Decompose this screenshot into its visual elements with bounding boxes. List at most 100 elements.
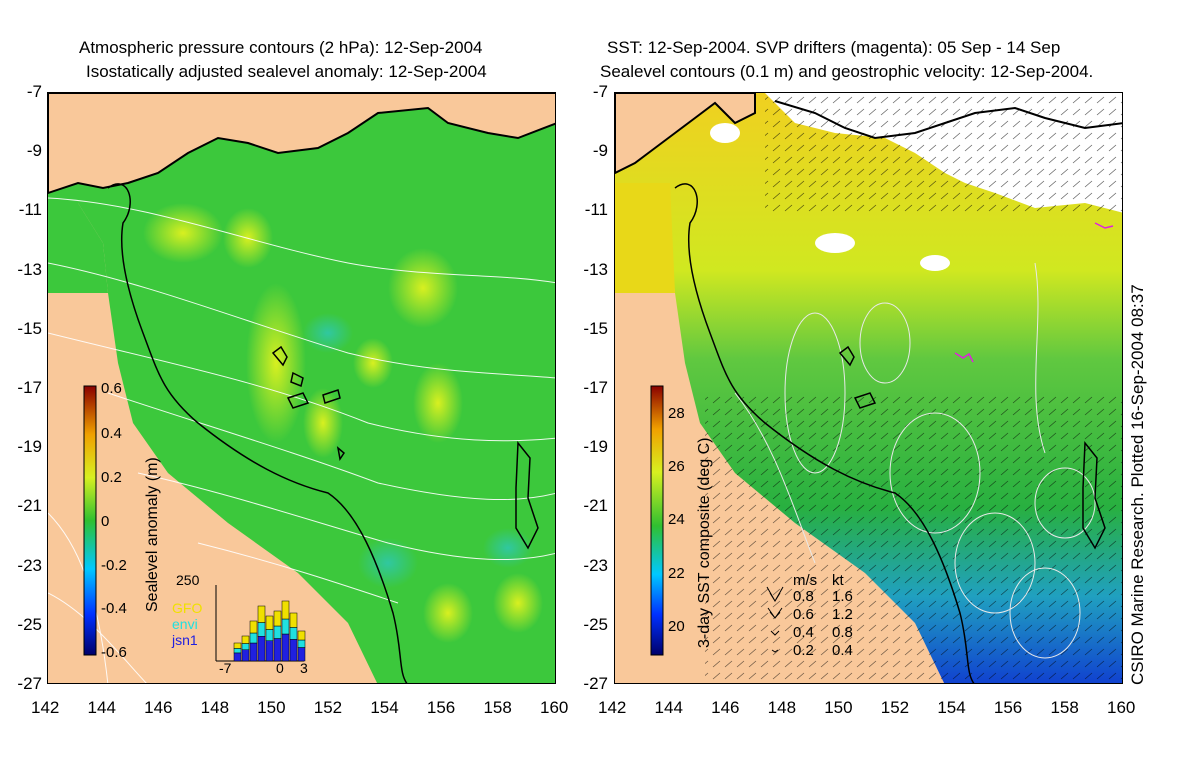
histogram-bar: [233, 648, 242, 654]
sla-cbar-tick: 0.4: [101, 425, 122, 442]
histogram-bar: [265, 640, 274, 662]
anomaly-low: [483, 528, 533, 568]
lat-tick: -27: [583, 674, 608, 693]
right-title-line2: Sealevel contours (0.1 m) and geostrophi…: [600, 62, 1094, 81]
sla-cbar-label: Sealevel anomaly (m): [144, 457, 161, 612]
histogram-bar: [233, 642, 242, 649]
lon-tick: 142: [31, 698, 60, 717]
shelf-edge: [107, 183, 408, 683]
credit-text: CSIRO Marine Research. Plotted 16-Sep-20…: [1128, 284, 1147, 685]
histogram-bar: [297, 630, 306, 641]
new-guinea-land: [48, 93, 555, 195]
lon-tick: 144: [87, 698, 116, 717]
sla-cbar-tick: -0.6: [101, 644, 127, 661]
histogram-bar: [289, 639, 298, 662]
velocity-legend-kt: 1.6: [832, 588, 853, 605]
histogram-bar: [265, 615, 274, 630]
sla-cbar-tick: 0: [101, 513, 110, 530]
lat-tick: -13: [583, 259, 608, 279]
sst-cbar-label: 3-day SST composite (deg C): [696, 437, 713, 648]
lat-tick: -11: [584, 200, 608, 220]
anomaly-high: [493, 573, 543, 633]
histogram-bar: [249, 632, 258, 644]
sst-cbar-tick: 26: [668, 458, 685, 475]
lon-tick: 156: [426, 698, 456, 717]
left-title-line1: Atmospheric pressure contours (2 hPa): 1…: [79, 38, 483, 57]
lon-tick: 154: [937, 698, 966, 717]
sealevel-anomaly-map: [48, 93, 555, 683]
lat-tick: -19: [17, 437, 42, 457]
histogram-xtick: 0: [276, 660, 284, 676]
sla-cbar-tick: -0.2: [101, 557, 127, 574]
histogram-legend-gfo: GFO: [172, 600, 203, 616]
lon-tick: 146: [711, 698, 740, 717]
histogram-bar: [265, 629, 274, 641]
sla-cbar-tick: -0.4: [101, 600, 127, 617]
new-guinea-land: [615, 93, 756, 175]
lon-tick: 160: [1107, 698, 1136, 717]
lon-tick: 150: [824, 698, 853, 717]
lon-tick: 148: [767, 698, 797, 717]
histogram-bar: [273, 625, 282, 639]
histogram-bar: [241, 649, 250, 662]
histogram-xtick: -7: [219, 660, 232, 676]
lat-tick: -19: [583, 437, 608, 457]
lat-tick: -9: [26, 141, 42, 161]
pressure-contours: [48, 197, 555, 683]
sst-cbar-tick: 28: [668, 405, 685, 422]
histogram-bar: [241, 643, 250, 650]
lon-tick: 144: [654, 698, 683, 717]
histogram: [215, 585, 306, 662]
lon-tick: 148: [200, 698, 230, 717]
lat-tick: -21: [17, 496, 42, 516]
lat-tick: -17: [17, 378, 42, 397]
velocity-legend-header-kt: kt: [832, 572, 844, 589]
anomaly-high: [388, 248, 458, 328]
lat-tick: -11: [18, 200, 42, 220]
histogram-bar: [257, 636, 266, 662]
lat-tick: -7: [592, 82, 608, 101]
lat-tick: -9: [592, 141, 608, 161]
histogram-xtick: 3: [300, 660, 308, 676]
anomaly-high: [143, 203, 223, 263]
reefs: [838, 345, 1106, 550]
anomaly-high: [303, 388, 343, 458]
histogram-bar: [273, 610, 282, 627]
sst-map: [615, 93, 1122, 683]
histogram-bar: [281, 618, 290, 635]
histogram-bar: [281, 633, 290, 662]
sst-cbar-tick: 24: [668, 511, 685, 528]
lat-tick: -23: [583, 555, 608, 575]
lon-tick: 154: [370, 698, 399, 717]
lat-tick: -21: [583, 496, 608, 516]
lon-tick: 152: [313, 698, 343, 717]
velocity-legend-ms: 0.2: [793, 642, 814, 659]
anomaly-high: [353, 338, 393, 388]
lat-tick: -23: [17, 555, 42, 575]
histogram-bar: [257, 622, 266, 637]
histogram-bar: [249, 642, 258, 662]
anomaly-high: [246, 283, 306, 443]
velocity-legend-arrows: [766, 586, 784, 653]
sla-colorbar: [83, 385, 97, 656]
histogram-bar: [249, 620, 258, 634]
lon-tick: 152: [880, 698, 910, 717]
sla-cbar-tick: 0.6: [101, 380, 122, 397]
velocity-legend-kt: 1.2: [832, 606, 853, 623]
lon-tick: 142: [598, 698, 627, 717]
drifter-track: [954, 352, 974, 363]
lat-tick: -13: [17, 259, 42, 279]
lat-tick: -25: [583, 614, 608, 634]
left-map-panel: [47, 92, 556, 684]
histogram-bar: [257, 605, 266, 623]
reefs: [271, 345, 539, 550]
histogram-bar: [241, 635, 250, 644]
lat-tick: -25: [17, 614, 42, 634]
lon-tick: 158: [483, 698, 512, 717]
lon-tick: 160: [540, 698, 569, 717]
shelf-edge: [674, 183, 975, 683]
lon-tick: 150: [257, 698, 286, 717]
lat-tick: -7: [26, 82, 42, 101]
anomaly-high: [413, 363, 463, 443]
lon-tick: 156: [993, 698, 1023, 717]
